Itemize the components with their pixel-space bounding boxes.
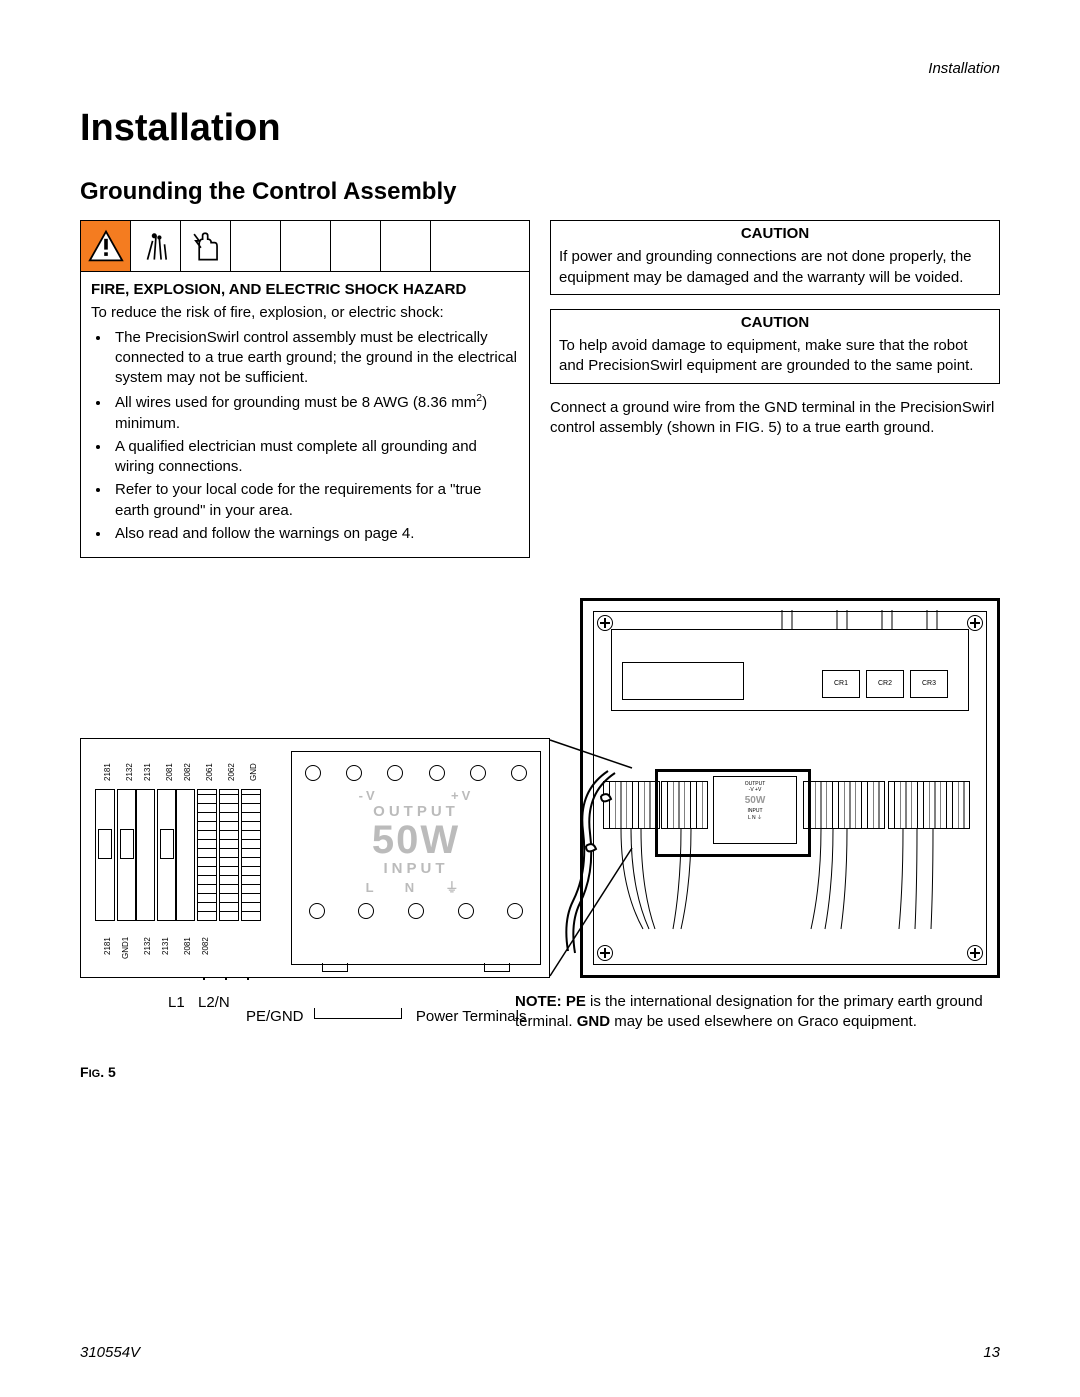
instruction-text: Connect a ground wire from the GND termi…: [550, 398, 1000, 439]
hazard-intro: To reduce the risk of fire, explosion, o…: [91, 303, 519, 323]
hazard-title: FIRE, EXPLOSION, AND ELECTRIC SHOCK HAZA…: [91, 280, 519, 300]
callout-pegnd: PE/GND: [246, 1008, 304, 1025]
shock-hand-icon: [181, 221, 231, 271]
page-subtitle: Grounding the Control Assembly: [80, 178, 1000, 206]
hazard-bullet: The PrecisionSwirl control assembly must…: [111, 328, 519, 389]
callout-power-terminals: Power Terminals: [416, 1008, 527, 1025]
figure-label: FIG. 5: [80, 1064, 116, 1080]
caution-title: CAUTION: [551, 310, 999, 336]
caution-body: If power and grounding connections are n…: [551, 247, 999, 294]
empty-cell-3: [331, 221, 381, 271]
hazard-box: FIRE, EXPLOSION, AND ELECTRIC SHOCK HAZA…: [80, 220, 530, 558]
footer-doc-id: 310554V: [80, 1344, 140, 1361]
caution-title: CAUTION: [551, 221, 999, 247]
caution-box-2: CAUTION To help avoid damage to equipmen…: [550, 309, 1000, 384]
hazard-bullet: Also read and follow the warnings on pag…: [111, 524, 519, 544]
figure-note: NOTE: PE is the international designatio…: [515, 992, 1000, 1033]
section-header: Installation: [80, 60, 1000, 77]
empty-cell-1: [231, 221, 281, 271]
callout-l2n: L2/N: [198, 994, 230, 1011]
psu-detail: -V+V OUTPUT 50W INPUT L N ⏚: [291, 751, 541, 965]
page-title: Installation: [80, 107, 1000, 150]
hazard-list: The PrecisionSwirl control assembly must…: [91, 328, 519, 545]
relay-1: CR1: [822, 670, 860, 698]
caution-body: To help avoid damage to equipment, make …: [551, 336, 999, 383]
callout-l1: L1: [168, 994, 185, 1011]
hazard-bullet: Refer to your local code for the require…: [111, 480, 519, 521]
hazard-bullet: All wires used for grounding must be 8 A…: [111, 391, 519, 434]
relay-3: CR3: [910, 670, 948, 698]
hazard-icon-row: [81, 221, 529, 271]
footer-page-number: 13: [983, 1344, 1000, 1361]
terminal-strip-group: 2181 2132 2131 2081 2082 2061 2062 GND: [89, 759, 279, 959]
hazard-bullet: A qualified electrician must complete al…: [111, 437, 519, 478]
caution-box-1: CAUTION If power and grounding connectio…: [550, 220, 1000, 295]
focus-rectangle: [655, 769, 811, 857]
explosion-icon: [131, 221, 181, 271]
warning-triangle-icon: [81, 221, 131, 271]
relay-2: CR2: [866, 670, 904, 698]
empty-cell-5: [431, 221, 481, 271]
empty-cell-4: [381, 221, 431, 271]
figure-5: CR1 CR2 CR3 O: [80, 598, 1000, 1038]
detail-diagram: 2181 2132 2131 2081 2082 2061 2062 GND: [80, 738, 550, 978]
empty-cell-2: [281, 221, 331, 271]
